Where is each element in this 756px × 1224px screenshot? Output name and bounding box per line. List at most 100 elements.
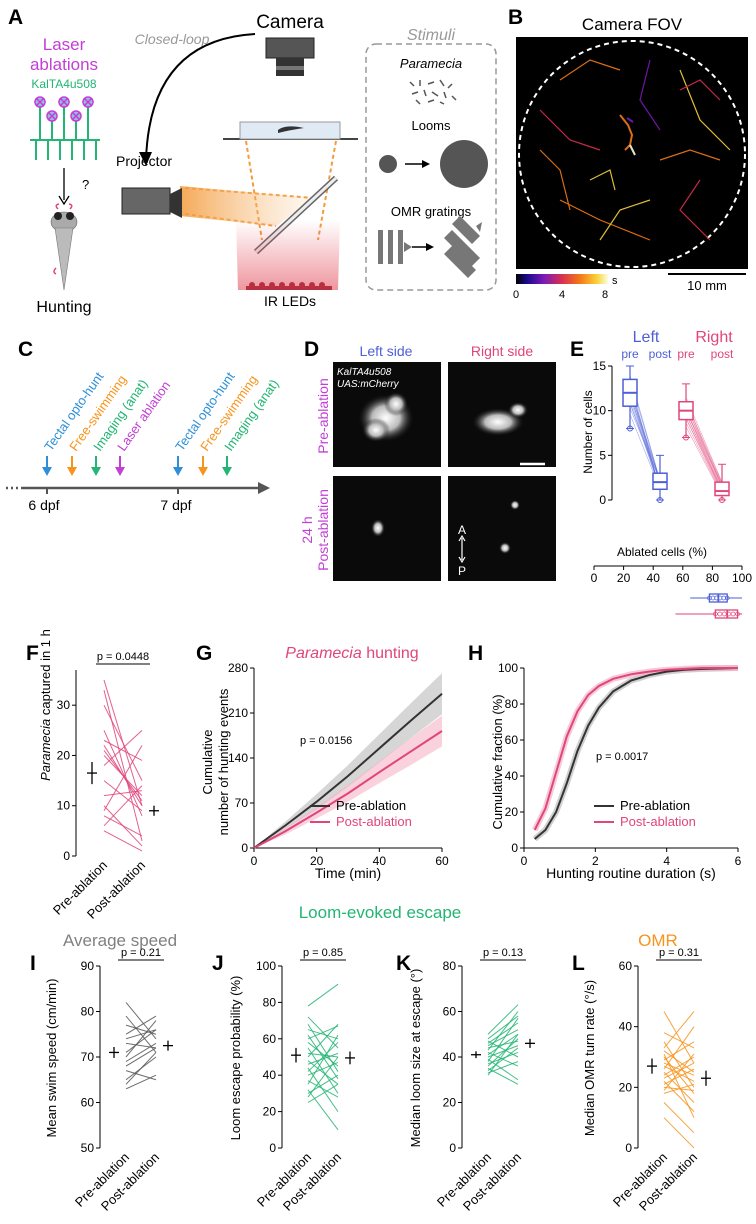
g-y-tick-label: 210 bbox=[228, 706, 248, 720]
y-label-1: Cumulative bbox=[200, 729, 215, 794]
panel-letter: K bbox=[396, 952, 411, 975]
neurons-icon bbox=[30, 103, 100, 160]
e2-point bbox=[707, 595, 712, 601]
k-y-tick-label: 80 bbox=[443, 959, 457, 973]
l-pair-line bbox=[663, 1083, 695, 1094]
j-pair-line bbox=[307, 1083, 339, 1103]
panel-b: B Camera FOV 0 4 8 s 10 mm bbox=[508, 6, 748, 301]
hunting-label: Hunting bbox=[36, 299, 91, 316]
fov-image bbox=[516, 37, 748, 269]
event-arrowhead bbox=[173, 467, 183, 476]
image-right-post bbox=[448, 476, 556, 581]
panel-letter: D bbox=[304, 338, 319, 361]
dish-icon bbox=[223, 121, 358, 140]
e-pair-line bbox=[685, 413, 723, 490]
e-point bbox=[683, 434, 689, 441]
i-y-tick-label: 70 bbox=[81, 1050, 95, 1064]
cbar-unit: s bbox=[612, 275, 618, 287]
i-pair-line bbox=[125, 1047, 157, 1067]
i-y-tick-label: 80 bbox=[81, 1005, 95, 1019]
ablated-title: Ablated cells (%) bbox=[617, 545, 707, 559]
e-y-tick-label: 15 bbox=[593, 359, 607, 373]
line-label-1: KalTA4u508 bbox=[337, 367, 392, 378]
k-y-tick-label: 0 bbox=[449, 1141, 456, 1155]
h-series-line bbox=[533, 667, 738, 831]
panel-letter: G bbox=[196, 642, 212, 665]
g-x-tick-label: 60 bbox=[435, 854, 449, 868]
j-y-tick-label: 0 bbox=[269, 1141, 276, 1155]
g-x-tick-label: 20 bbox=[310, 854, 324, 868]
panel-letter: H bbox=[468, 642, 483, 665]
e2-x-tick-label: 40 bbox=[647, 571, 661, 585]
l-p-value: p = 0.31 bbox=[659, 947, 699, 959]
l-pair-line bbox=[663, 1071, 695, 1103]
projector-label: Projector bbox=[116, 153, 172, 169]
f-pair-line bbox=[103, 745, 143, 812]
panel-c: C 6 dpf 7 dpf bbox=[6, 338, 270, 513]
e2-x-tick-label: 0 bbox=[591, 571, 598, 585]
j-pair-line bbox=[307, 1042, 339, 1072]
l-pair-line bbox=[663, 1102, 695, 1134]
panel-letter: J bbox=[212, 952, 224, 975]
k-pair-line bbox=[487, 1015, 519, 1040]
l-pair-line bbox=[663, 1011, 695, 1049]
h-legend-label: Post-ablation bbox=[620, 814, 696, 829]
laser-label-1: Laser bbox=[43, 35, 86, 54]
l-y-tick-label: 0 bbox=[625, 1141, 632, 1155]
panel-h: H Cumulative fraction (%) bbox=[468, 642, 505, 830]
event-arrowhead bbox=[115, 467, 125, 476]
i-pair-line bbox=[125, 1074, 157, 1090]
l-pair-line bbox=[663, 1065, 695, 1082]
g-title: Paramecia hunting bbox=[285, 645, 418, 662]
fov-dish-circle bbox=[518, 40, 746, 268]
i-pair-line bbox=[125, 1020, 157, 1058]
k-pair-line bbox=[487, 1058, 519, 1081]
panel-letter: A bbox=[8, 6, 23, 29]
e2-x-tick-label: 20 bbox=[617, 571, 631, 585]
camera-label: Camera bbox=[256, 12, 324, 33]
e-pair-line bbox=[685, 409, 723, 489]
j-pair-line bbox=[307, 1056, 339, 1098]
e2-x-tick-label: 80 bbox=[706, 571, 720, 585]
i-y-tick-label: 90 bbox=[81, 959, 95, 973]
stimuli-title: Stimuli bbox=[407, 27, 455, 44]
h-p-value: p = 0.0017 bbox=[596, 751, 648, 763]
j-pair-line bbox=[307, 1023, 339, 1058]
g-series-line bbox=[253, 730, 443, 849]
laser-label-2: ablations bbox=[30, 55, 98, 74]
j-pair-line bbox=[307, 1080, 339, 1098]
h-y-tick-label: 80 bbox=[505, 697, 519, 711]
looms-label: Looms bbox=[411, 118, 451, 133]
j-y-tick-label: 20 bbox=[263, 1105, 277, 1119]
i-p-value: p = 0.21 bbox=[121, 947, 161, 959]
f-pair-line bbox=[103, 780, 143, 812]
i-pair-line bbox=[125, 1070, 157, 1081]
panel-letter: F bbox=[26, 642, 39, 665]
y-label: Paramecia captured in 1 h bbox=[38, 629, 53, 781]
j-pair-line bbox=[307, 1052, 339, 1058]
panel-d: D Left side Right side KalTA4u508 UAS:mC… bbox=[299, 338, 556, 581]
camera-icon bbox=[265, 37, 315, 76]
e2-point bbox=[730, 611, 736, 617]
g-p-value: p = 0.0156 bbox=[300, 735, 352, 747]
e-point bbox=[657, 497, 663, 503]
panel-letter: I bbox=[30, 952, 36, 975]
scale-label: 10 mm bbox=[687, 278, 727, 293]
j-y-tick-label: 80 bbox=[263, 995, 277, 1009]
day-7: 7 dpf bbox=[160, 497, 191, 513]
e2-point bbox=[721, 611, 727, 617]
g-series-line bbox=[253, 692, 443, 849]
down-arrow-icon bbox=[58, 168, 70, 206]
left-title: Left bbox=[633, 329, 660, 346]
l-pair-line bbox=[663, 1062, 695, 1076]
axis-a: A bbox=[458, 523, 466, 537]
g-y-tick-label: 140 bbox=[228, 751, 248, 765]
i-pair-line bbox=[125, 1024, 157, 1035]
panel-letter: B bbox=[508, 6, 523, 29]
j-pair-line bbox=[307, 1025, 339, 1040]
i-pair-line bbox=[125, 1029, 157, 1040]
g-legend-label: Post-ablation bbox=[336, 814, 412, 829]
panel-letter: E bbox=[570, 338, 584, 361]
right-side-label: Right side bbox=[471, 343, 533, 359]
g-y-tick-label: 70 bbox=[235, 796, 249, 810]
